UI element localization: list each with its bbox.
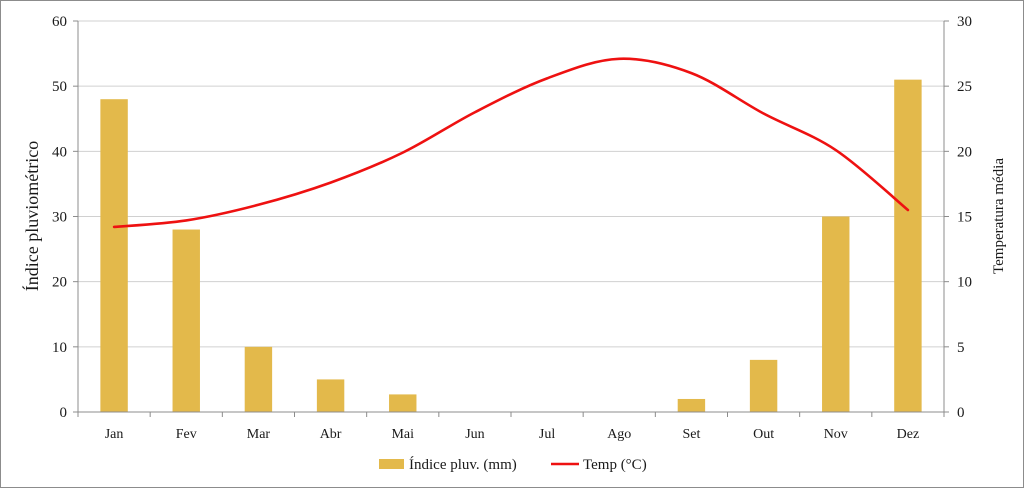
bar [316,379,345,412]
legend-label-bar: Índice pluv. (mm) [409,456,517,473]
temperature-line [112,57,910,229]
x-tick-label: Abr [320,427,342,442]
y2-axis-title: Temperatura média [991,158,1007,274]
bar [389,394,417,412]
left-axis-ticks: 0 10 20 30 40 50 60 [52,14,78,421]
x-tick-label: Ago [607,427,631,442]
y-tick-label: 60 [52,14,67,30]
x-axis-ticks: Jan Fev Mar Abr Mai Jun Jul Ago Set Out Nov Dez [105,427,919,442]
y-tick-label: 10 [52,340,67,356]
y-tick-label: 30 [52,210,67,226]
line-series [112,57,910,229]
x-tick-label: Jan [105,427,124,442]
bar [749,359,778,412]
y-tick-label: 40 [52,144,67,160]
y-tick-label: 50 [52,79,67,95]
y2-tick-label: 15 [957,210,972,226]
y-axis-title: Índice pluviométrico [21,141,42,291]
x-tick-label: Jul [539,427,555,442]
x-tick-label: Out [753,427,774,442]
bar [822,216,850,412]
right-axis-ticks: 0 5 10 15 20 25 30 [944,14,972,421]
bar [100,99,128,412]
x-tick-label: Mai [391,427,414,442]
x-tick-label: Jun [465,427,484,442]
y2-tick-label: 5 [957,340,965,356]
bar [172,229,200,412]
x-tick-label: Mar [247,427,271,442]
y2-tick-label: 20 [957,144,972,160]
legend: Índice pluv. (mm) Temp (°C) [379,456,647,473]
y2-tick-label: 0 [957,405,965,421]
bar [894,79,922,413]
x-tick-label: Dez [897,427,920,442]
bar-series [100,79,922,413]
bar [244,346,273,412]
y2-tick-label: 25 [957,79,972,95]
axes [77,21,945,417]
legend-swatch-bar [379,459,404,469]
y2-tick-label: 10 [957,275,972,291]
gridlines [78,20,944,348]
x-tick-label: Fev [176,427,197,442]
y-tick-label: 20 [52,275,67,291]
bar [677,398,706,412]
y-tick-label: 0 [60,405,68,421]
y2-tick-label: 30 [957,14,972,30]
x-tick-label: Nov [824,427,848,442]
x-tick-label: Set [682,427,700,442]
legend-label-line: Temp (°C) [583,457,647,473]
